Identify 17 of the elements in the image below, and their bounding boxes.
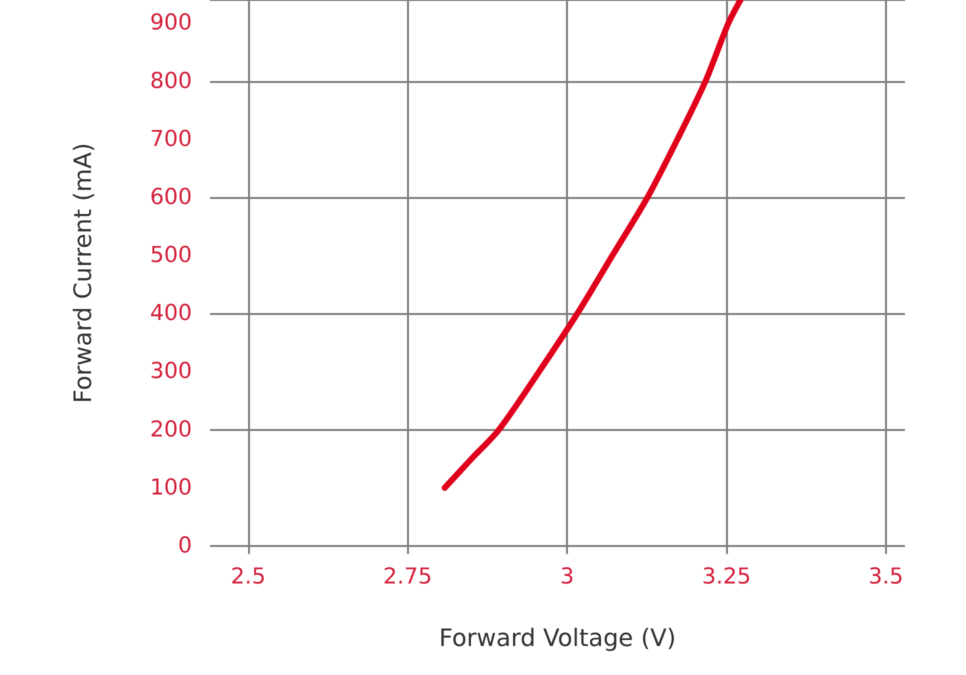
x-axis-title: Forward Voltage (V) bbox=[439, 624, 676, 652]
x-tick-label: 3 bbox=[560, 564, 574, 590]
y-tick-label: 800 bbox=[150, 68, 192, 94]
y-tick-label: 200 bbox=[150, 417, 192, 442]
y-tick-label: 900 bbox=[150, 10, 192, 36]
y-tick-label: 300 bbox=[150, 359, 192, 384]
x-tick-label: 2.75 bbox=[383, 564, 432, 590]
y-tick-label: 0 bbox=[178, 534, 192, 558]
y-tick-label: 600 bbox=[150, 184, 192, 210]
y-tick-label: 100 bbox=[150, 475, 192, 500]
y-tick-label: 400 bbox=[150, 301, 192, 326]
x-tick-label: 3.25 bbox=[702, 564, 751, 590]
y-tick-label: 500 bbox=[150, 243, 192, 268]
x-tick-label: 3.5 bbox=[868, 564, 904, 590]
y-axis-title: Forward Current (mA) bbox=[69, 142, 97, 404]
x-tick-label: 2.5 bbox=[230, 564, 266, 590]
y-tick-label: 700 bbox=[150, 126, 192, 152]
